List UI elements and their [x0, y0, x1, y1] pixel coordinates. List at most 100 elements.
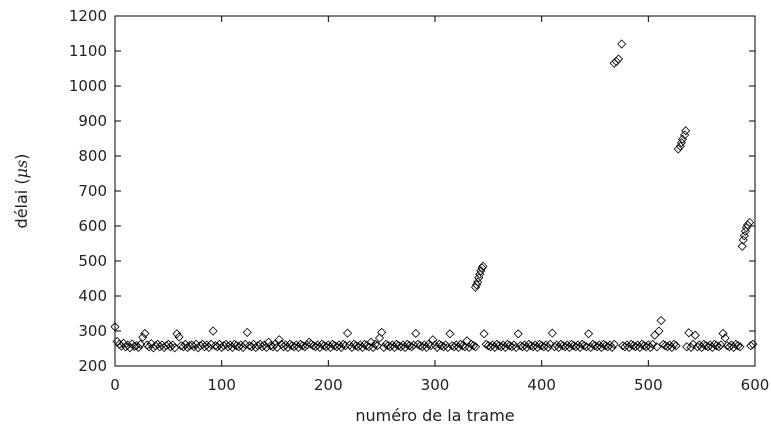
data-point	[547, 328, 557, 338]
data-point	[712, 341, 722, 351]
data-point	[656, 315, 666, 326]
data-point	[684, 328, 694, 338]
y-tick-label: 200	[78, 357, 107, 375]
data-point	[210, 341, 220, 351]
data-point	[609, 339, 619, 349]
data-point	[381, 339, 391, 349]
axis-tick-labels: 0 100 200 300 400 500 600 200 300 400 500 600 700 800…	[69, 7, 770, 394]
data-point	[462, 336, 472, 346]
x-tick-label: 500	[634, 376, 663, 394]
data-point	[742, 220, 753, 230]
data-point	[319, 341, 329, 351]
data-point	[474, 273, 484, 283]
data-point	[526, 341, 536, 351]
data-point	[701, 341, 711, 351]
data-point	[298, 341, 308, 351]
data-point	[677, 134, 688, 144]
data-point	[421, 342, 432, 353]
data-point	[146, 339, 156, 349]
data-point	[244, 341, 254, 351]
x-axis-label: numéro de la trame	[355, 406, 514, 425]
y-axis-label: délai (μs)	[12, 154, 31, 229]
y-tick-label: 800	[78, 147, 107, 165]
data-point	[688, 339, 698, 349]
data-point	[618, 341, 628, 351]
y-tick-label: 600	[78, 217, 107, 235]
data-point	[652, 342, 662, 352]
data-point	[447, 341, 457, 351]
y-axis-label-prefix: délai (	[12, 178, 31, 228]
data-point	[133, 342, 144, 353]
data-point	[494, 341, 504, 351]
data-point	[718, 328, 728, 339]
y-tick-label: 1000	[69, 77, 107, 95]
data-point	[300, 342, 310, 352]
data-point	[317, 339, 327, 349]
y-tick-label: 900	[78, 112, 107, 130]
data-point	[406, 342, 417, 352]
data-point	[745, 217, 755, 228]
data-point	[349, 339, 359, 349]
data-point	[660, 341, 670, 351]
data-point	[383, 341, 393, 351]
data-point	[524, 339, 534, 349]
data-point	[174, 332, 184, 342]
data-point	[584, 329, 594, 339]
data-point	[415, 341, 425, 351]
data-point	[456, 339, 466, 349]
data-point	[426, 341, 436, 351]
y-axis-label-suffix: )	[12, 154, 31, 160]
y-tick-label: 1100	[69, 42, 107, 60]
data-point	[342, 328, 353, 338]
data-point	[637, 339, 647, 349]
data-point	[402, 339, 412, 349]
data-point	[650, 330, 660, 340]
data-point	[579, 341, 589, 351]
data-point	[123, 340, 133, 350]
x-tick-label: 600	[741, 376, 770, 394]
data-point	[472, 280, 482, 290]
data-point	[731, 339, 741, 349]
data-point	[287, 341, 297, 351]
data-point	[537, 341, 547, 351]
data-point	[746, 341, 756, 351]
data-point	[172, 329, 182, 339]
data-point	[513, 329, 523, 339]
data-point	[366, 337, 376, 347]
data-point	[270, 339, 280, 349]
data-point	[242, 327, 252, 337]
data-point	[720, 333, 730, 343]
data-point	[577, 339, 587, 349]
data-point	[607, 342, 617, 353]
data-point	[479, 329, 489, 339]
data-point	[411, 328, 421, 339]
data-point	[118, 338, 129, 348]
data-point	[735, 342, 745, 352]
data-point	[714, 342, 724, 352]
data-point	[436, 341, 446, 351]
data-point	[328, 339, 338, 349]
data-point	[690, 330, 700, 340]
data-point	[588, 339, 598, 349]
data-point	[483, 341, 493, 351]
y-tick-label: 300	[78, 322, 107, 340]
data-point	[470, 342, 481, 352]
data-point	[654, 326, 664, 336]
data-point	[601, 341, 611, 351]
data-point	[505, 341, 515, 351]
data-point	[613, 54, 624, 64]
data-point	[681, 126, 691, 136]
data-point	[296, 339, 306, 349]
data-points	[110, 39, 758, 353]
x-tick-label: 200	[314, 376, 343, 394]
plot-frame	[114, 15, 756, 367]
data-point	[569, 341, 579, 351]
data-point	[738, 235, 748, 245]
data-point	[392, 339, 402, 349]
data-point	[611, 56, 621, 67]
y-tick-label: 500	[78, 252, 107, 270]
data-point	[545, 339, 555, 349]
data-point	[699, 339, 709, 349]
data-point	[737, 241, 747, 251]
data-point	[566, 339, 577, 349]
